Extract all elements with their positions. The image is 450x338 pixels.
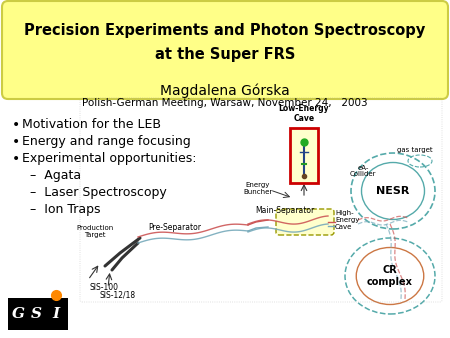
Text: G: G	[12, 307, 24, 321]
Text: Pre-Separator: Pre-Separator	[148, 223, 202, 232]
Text: Motivation for the LEB: Motivation for the LEB	[22, 118, 161, 131]
Text: Precision Experiments and Photon Spectroscopy: Precision Experiments and Photon Spectro…	[24, 23, 426, 38]
Bar	[8, 298, 68, 330]
Text: SIS-100: SIS-100	[90, 283, 119, 292]
Text: I: I	[53, 307, 59, 321]
Text: Low-Energy
Cave: Low-Energy Cave	[279, 104, 329, 123]
Text: –  Agata: – Agata	[30, 169, 81, 182]
Text: Experimental opportunities:: Experimental opportunities:	[22, 152, 197, 165]
FancyBboxPatch shape	[276, 209, 334, 235]
Text: •: •	[12, 135, 20, 149]
Text: •: •	[12, 118, 20, 132]
Text: Magdalena Górska: Magdalena Górska	[160, 83, 290, 97]
Text: •: •	[12, 152, 20, 166]
Text: Main-Separator: Main-Separator	[256, 206, 315, 215]
Text: Energy and range focusing: Energy and range focusing	[22, 135, 191, 148]
FancyBboxPatch shape	[2, 1, 448, 99]
Text: at the Super FRS: at the Super FRS	[155, 47, 295, 62]
Text: NESR: NESR	[376, 186, 410, 196]
Text: Energy
Buncher: Energy Buncher	[243, 182, 273, 194]
Text: –  Ion Traps: – Ion Traps	[30, 203, 100, 216]
Text: Polish-German Meeting, Warsaw, November 24,   2003: Polish-German Meeting, Warsaw, November …	[82, 98, 368, 108]
Text: SIS-12/18: SIS-12/18	[100, 291, 136, 300]
Text: gas target: gas target	[397, 147, 433, 153]
Text: CR
complex: CR complex	[367, 265, 413, 287]
Text: eA-
Collider: eA- Collider	[350, 165, 376, 177]
Text: Production
Target: Production Target	[76, 225, 113, 238]
Text: High-
Energy
Cave: High- Energy Cave	[335, 210, 360, 230]
Bar	[290, 128, 318, 183]
Text: –  Laser Spectroscopy: – Laser Spectroscopy	[30, 186, 167, 199]
Text: S: S	[31, 307, 41, 321]
